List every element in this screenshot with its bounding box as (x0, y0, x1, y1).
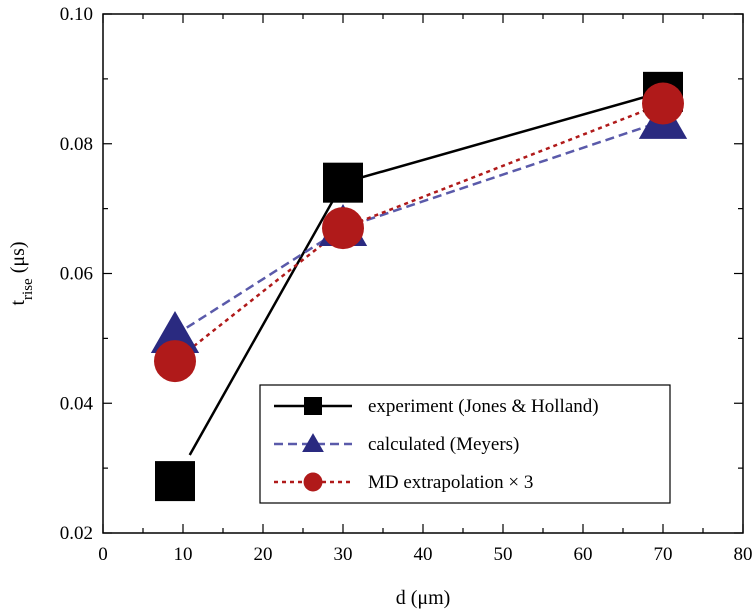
legend-marker-square (304, 397, 322, 415)
x-tick-label: 50 (494, 544, 513, 565)
y-tick-label: 0.02 (60, 523, 93, 544)
data-point-square (155, 461, 195, 502)
legend-marker-circle (303, 472, 323, 492)
axis-tick-labels: 0 10 20 30 40 50 60 70 80 0.02 0.04 0.06 0.08 0.10 (60, 4, 753, 565)
series-line (174, 119, 664, 337)
x-tick-label: 20 (254, 544, 273, 565)
series-line (174, 102, 664, 363)
x-tick-label: 10 (174, 544, 193, 565)
legend-entries: experiment (Jones & Holland) calculated (… (274, 396, 599, 493)
y-axis-label: trise (μs) (7, 241, 36, 305)
y-axis-label-subscript: rise (20, 278, 36, 300)
axis-ticks (102, 13, 744, 534)
series-markers (150, 71, 688, 502)
legend: experiment (Jones & Holland) calculated (… (259, 384, 671, 504)
legend-label: experiment (Jones & Holland) (368, 396, 599, 417)
data-point-square (323, 162, 363, 203)
x-tick-label: 60 (574, 544, 593, 565)
data-point-circle (154, 340, 196, 383)
x-axis-label: d (μm) (396, 587, 451, 609)
legend-label: MD extrapolation × 3 (368, 472, 533, 493)
legend-box (259, 384, 671, 504)
x-tick-label: 40 (414, 544, 433, 565)
legend-label: calculated (Meyers) (368, 434, 519, 455)
data-point-circle (642, 82, 684, 125)
x-tick-label: 30 (334, 544, 353, 565)
y-axis-label-unit: (μs) (7, 241, 29, 278)
y-axis-label-main: t (7, 300, 29, 306)
y-tick-label: 0.08 (60, 134, 93, 155)
data-point-circle (322, 207, 364, 250)
y-tick-label: 0.10 (60, 4, 93, 25)
x-tick-label: 70 (654, 544, 673, 565)
x-tick-label: 0 (98, 544, 108, 565)
data-point-triangle (150, 310, 200, 353)
x-tick-label: 80 (734, 544, 753, 565)
legend-marker-triangle (302, 433, 324, 453)
y-tick-label: 0.04 (60, 393, 94, 414)
y-tick-label: 0.06 (60, 264, 93, 285)
